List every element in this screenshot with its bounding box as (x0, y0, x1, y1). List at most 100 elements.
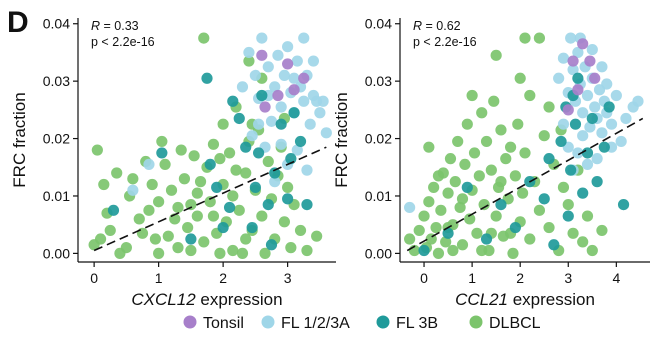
data-point-fl-1-2-3a (243, 46, 255, 59)
data-point-dlbcl (428, 181, 440, 193)
data-point-fl-1-2-3a (577, 130, 589, 142)
legend-label-fl-3b: FL 3B (396, 315, 438, 332)
data-point-fl-1-2-3a (605, 118, 618, 130)
data-point-dlbcl (136, 227, 149, 239)
y-tick-label: 0.03 (43, 73, 70, 89)
data-point-dlbcl (207, 210, 220, 222)
data-point-fl-3b (246, 221, 258, 234)
data-point-dlbcl (153, 196, 165, 208)
data-point-dlbcl (185, 198, 197, 211)
data-point-fl-1-2-3a (256, 32, 268, 44)
data-point-fl-1-2-3a (565, 32, 577, 44)
x-tick-label: 2 (219, 270, 227, 286)
data-point-fl-1-2-3a (632, 95, 644, 107)
legend-swatch-dlbcl (469, 315, 483, 329)
data-point-dlbcl (133, 213, 145, 225)
stat-p: p < 2.2e-16 (91, 35, 155, 49)
data-point-fl-3b (442, 227, 454, 239)
data-point-dlbcl (476, 244, 488, 257)
data-point-fl-3b (577, 187, 589, 199)
data-point-fl-1-2-3a (581, 158, 594, 170)
data-point-fl-3b (586, 112, 598, 125)
data-point-dlbcl (243, 55, 255, 67)
data-point-fl-3b (572, 72, 584, 84)
data-point-dlbcl (282, 181, 294, 193)
data-point-dlbcl (223, 147, 236, 159)
data-point-fl-3b (156, 147, 168, 159)
data-point-dlbcl (178, 173, 191, 185)
x-axis-suffix: expression (508, 290, 595, 309)
data-point-dlbcl (159, 158, 171, 170)
data-point-dlbcl (91, 144, 103, 156)
data-point-fl-1-2-3a (557, 52, 570, 64)
data-point-fl-1-2-3a (282, 41, 294, 53)
data-point-dlbcl (143, 204, 155, 216)
stat-r: R = 0.62 (413, 19, 461, 33)
data-point-fl-1-2-3a (320, 127, 332, 139)
data-point-tonsil (562, 104, 574, 116)
data-point-fl-3b (617, 198, 630, 211)
data-point-fl-3b (591, 176, 603, 188)
data-point-fl-1-2-3a (143, 158, 155, 170)
data-point-dlbcl (490, 210, 502, 222)
data-point-dlbcl (557, 181, 570, 193)
data-point-fl-1-2-3a (314, 107, 326, 119)
data-point-tonsil (589, 72, 601, 84)
data-point-fl-3b (538, 193, 550, 205)
data-point-dlbcl (524, 233, 536, 245)
data-point-dlbcl (490, 49, 502, 61)
x-axis-suffix: expression (196, 290, 283, 309)
data-point-tonsil (272, 89, 284, 102)
data-point-fl-3b (265, 239, 278, 251)
data-point-dlbcl (188, 150, 200, 162)
data-point-fl-1-2-3a (581, 89, 594, 102)
x-tick-label: 4 (612, 270, 620, 286)
data-point-fl-3b (227, 95, 239, 107)
legend-label-dlbcl: DLBCL (489, 315, 541, 332)
data-point-fl-1-2-3a (298, 95, 310, 107)
data-point-dlbcl (519, 32, 531, 44)
data-point-fl-1-2-3a (577, 107, 589, 119)
regression-line (406, 117, 644, 252)
data-point-fl-3b (107, 204, 120, 216)
data-point-dlbcl (311, 230, 323, 242)
data-point-fl-1-2-3a (553, 72, 565, 84)
data-point-dlbcl (230, 164, 242, 176)
data-point-dlbcl (447, 244, 459, 257)
data-point-dlbcl (454, 201, 466, 214)
data-point-dlbcl (191, 210, 203, 222)
data-point-fl-1-2-3a (275, 138, 287, 150)
x-tick-label: 2 (516, 270, 524, 286)
data-point-fl-3b (204, 158, 216, 170)
data-point-dlbcl (204, 196, 216, 208)
x-tick-label: 3 (284, 270, 292, 286)
data-point-dlbcl (162, 230, 174, 242)
data-point-fl-3b (253, 147, 265, 159)
data-point-dlbcl (194, 176, 207, 188)
data-point-fl-3b (223, 201, 236, 214)
data-point-dlbcl (430, 221, 442, 234)
data-point-fl-1-2-3a (262, 61, 274, 73)
data-point-dlbcl (449, 176, 461, 188)
data-point-fl-3b (461, 181, 473, 193)
data-point-dlbcl (413, 224, 425, 237)
data-point-fl-1-2-3a (275, 101, 287, 113)
data-point-dlbcl (301, 244, 313, 257)
data-point-dlbcl (104, 224, 116, 237)
data-point-fl-3b (269, 167, 281, 179)
data-point-fl-1-2-3a (269, 81, 281, 93)
stat-p: p < 2.2e-16 (413, 35, 477, 49)
data-point-fl-1-2-3a (301, 164, 313, 176)
data-point-tonsil (282, 58, 294, 70)
data-point-fl-3b (301, 198, 313, 211)
data-point-dlbcl (581, 210, 594, 222)
data-point-dlbcl (175, 144, 187, 156)
data-point-dlbcl (543, 221, 555, 234)
data-point-dlbcl (227, 244, 239, 257)
data-point-dlbcl (586, 244, 598, 257)
data-point-fl-3b (233, 112, 245, 125)
data-point-dlbcl (514, 72, 526, 84)
data-point-fl-1-2-3a (586, 43, 598, 56)
data-point-dlbcl (127, 173, 139, 185)
data-point-dlbcl (488, 95, 500, 107)
